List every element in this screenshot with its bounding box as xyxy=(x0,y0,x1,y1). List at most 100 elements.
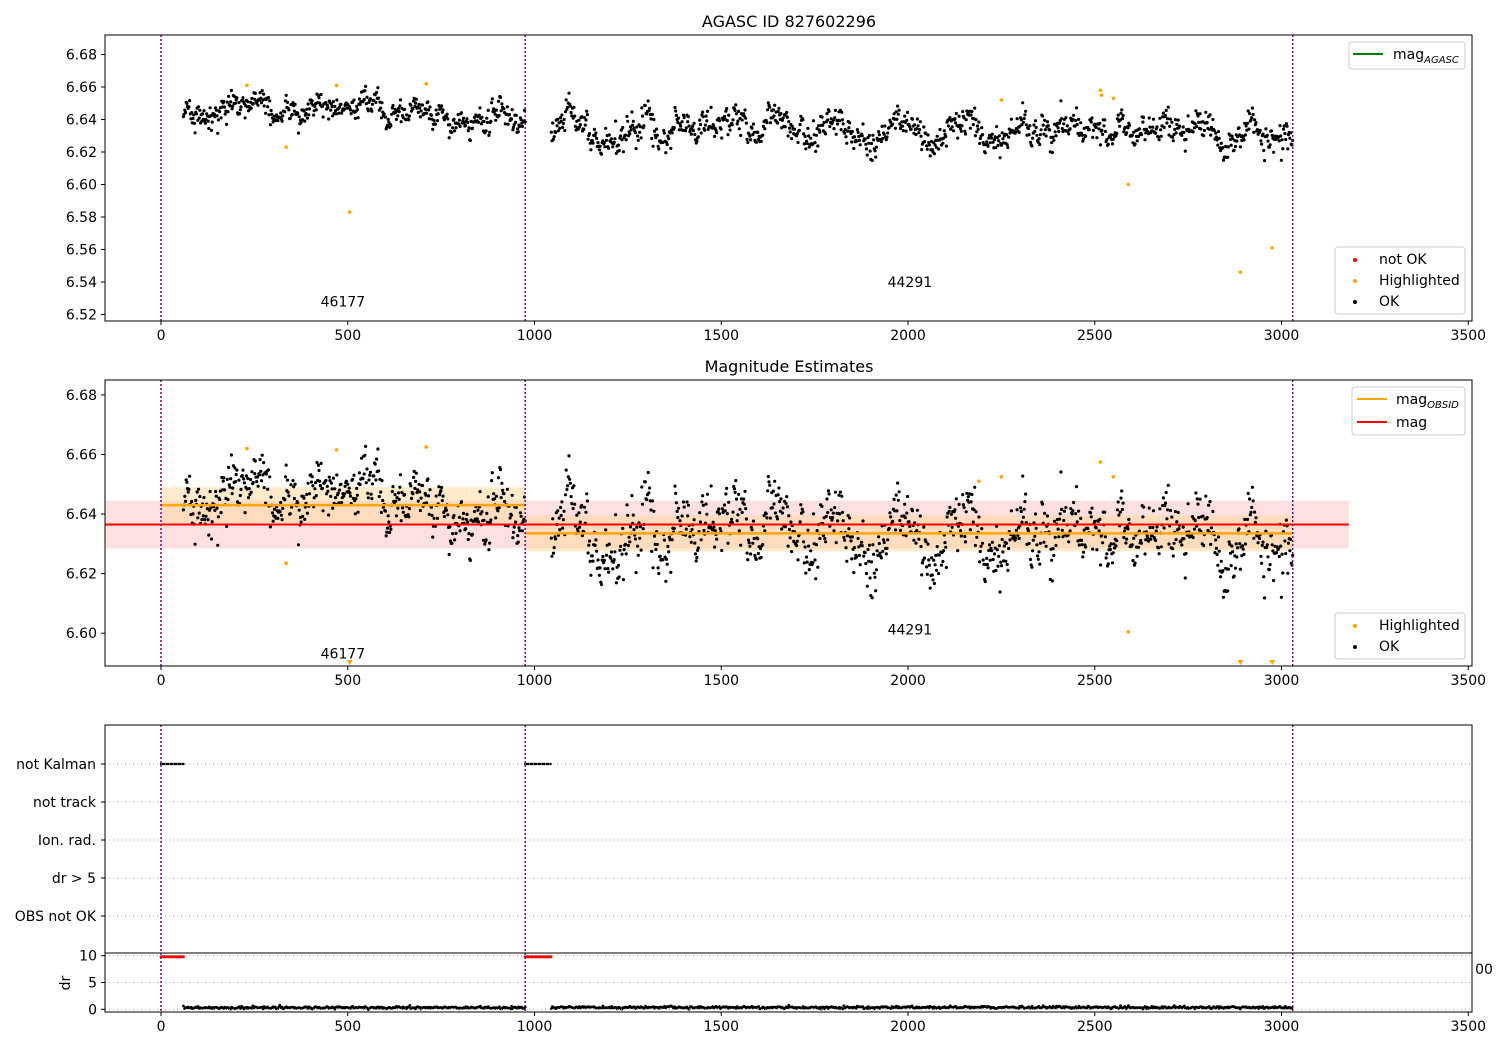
magnitude-ok-point xyxy=(734,497,739,501)
magnitude-ok-point xyxy=(711,520,715,524)
agasc-ok-point xyxy=(604,138,609,142)
magnitude-ok-point xyxy=(1111,551,1115,555)
agasc-ok-point xyxy=(1057,129,1061,134)
magnitude-ok-point xyxy=(754,557,758,562)
magnitude-ok-point xyxy=(667,535,672,539)
agasc-ok-point xyxy=(864,142,868,146)
magnitude-ok-point xyxy=(1052,519,1057,523)
agasc-ok-point xyxy=(595,136,599,140)
magnitude-ok-point xyxy=(664,557,669,561)
agasc-ok-point xyxy=(1139,133,1144,137)
agasc-ok-point xyxy=(1050,150,1054,155)
magnitude-ok-point xyxy=(704,502,708,506)
agasc-ok-point xyxy=(1006,145,1010,150)
agasc-ok-point xyxy=(441,108,445,112)
agasc-ok-point xyxy=(1038,133,1042,137)
agasc-ok-point xyxy=(642,124,646,128)
magnitude-ok-point xyxy=(898,528,903,533)
magnitude-ok-point xyxy=(315,460,319,465)
agasc-ok-point xyxy=(864,147,869,151)
agasc-xtick-label-4: 2000 xyxy=(890,328,926,344)
magnitude-ok-point xyxy=(813,558,817,562)
magnitude-ok-point xyxy=(624,552,628,556)
magnitude-ok-point xyxy=(1214,538,1218,542)
magnitude-ok-point xyxy=(186,490,190,494)
agasc-ok-point xyxy=(629,128,633,132)
agasc-ok-point xyxy=(887,126,891,130)
magnitude-ok-point xyxy=(631,513,635,517)
agasc-ok-point xyxy=(1098,143,1103,147)
agasc-ok-point xyxy=(379,116,383,120)
magnitude-ok-point xyxy=(355,493,359,497)
agasc-ok-point xyxy=(898,126,903,131)
agasc-ok-point xyxy=(715,131,719,135)
dr-point xyxy=(278,1003,282,1007)
magnitude-ok-point xyxy=(554,537,558,541)
magnitude-ok-point xyxy=(664,579,668,583)
magnitude-ok-point xyxy=(1154,529,1158,533)
magnitude-ok-point xyxy=(517,526,521,530)
magnitude-ok-point xyxy=(1038,562,1042,566)
agasc-ok-point xyxy=(910,117,915,121)
agasc-ok-point xyxy=(198,108,202,112)
agasc-ok-point xyxy=(877,133,881,137)
agasc-ok-point xyxy=(995,136,999,140)
magnitude-ok-point xyxy=(314,481,318,485)
agasc-ok-point xyxy=(997,134,1002,138)
agasc-ok-point xyxy=(813,141,817,145)
magnitude-ok-point xyxy=(634,571,638,575)
agasc-ok-point xyxy=(1062,122,1066,126)
magnitude-ok-point xyxy=(856,536,860,541)
magnitude-ok-point xyxy=(1199,529,1203,533)
magnitude-ok-point xyxy=(299,520,303,524)
magnitude-ok-point xyxy=(510,493,514,497)
agasc-ok-point xyxy=(1091,135,1095,139)
dr-points xyxy=(159,955,1294,1011)
magnitude-ok-point xyxy=(997,544,1002,548)
agasc-ok-point xyxy=(704,114,708,118)
magnitude-ok-point xyxy=(591,559,595,563)
magnitude-ok-point xyxy=(225,477,229,481)
magnitude-ok-point xyxy=(214,489,218,494)
agasc-ok-point xyxy=(432,118,436,123)
agasc-ok-point xyxy=(337,111,341,115)
magnitude-ok-point xyxy=(556,509,560,513)
magnitude-ok-point xyxy=(1250,505,1254,510)
agasc-ok-point xyxy=(959,129,963,133)
magnitude-ok-point xyxy=(278,510,282,514)
magnitude-ok-point xyxy=(336,491,340,495)
magnitude-ok-point xyxy=(1036,554,1040,558)
agasc-ok-point xyxy=(908,125,912,129)
agasc-ok-point xyxy=(915,117,920,121)
magnitude-ok-point xyxy=(438,493,442,497)
magnitude-ok-point xyxy=(241,468,245,472)
magnitude-ok-point xyxy=(214,494,218,498)
agasc-ok-point xyxy=(552,135,556,139)
agasc-ok-point xyxy=(302,109,306,113)
magnitude-ok-point xyxy=(1137,545,1141,549)
magnitude-ok-point xyxy=(190,499,194,504)
magnitude-ok-point xyxy=(333,496,338,500)
magnitude-ok-point xyxy=(414,471,418,475)
agasc-ok-point xyxy=(457,118,461,122)
agasc-ok-point xyxy=(249,106,253,110)
svg-text:magAGASC: magAGASC xyxy=(1393,47,1459,66)
magnitude-ok-point xyxy=(319,461,323,465)
magnitude-ok-point xyxy=(511,530,516,535)
magnitude-ok-point xyxy=(407,515,411,519)
agasc-ok-point xyxy=(625,114,629,118)
magnitude-ok-point xyxy=(470,532,474,536)
magnitude-ok-point xyxy=(814,543,819,547)
magnitude-ok-point xyxy=(878,551,882,555)
magnitude-ok-point xyxy=(1250,485,1254,489)
magnitude-ok-point xyxy=(1070,512,1074,516)
magnitude-ok-point xyxy=(559,513,563,518)
agasc-highlighted-point-4 xyxy=(424,81,429,86)
agasc-ok-point xyxy=(279,111,283,115)
agasc-ok-point xyxy=(749,138,753,142)
magnitude-highlighted-point-4 xyxy=(977,479,981,484)
magnitude-ok-point xyxy=(849,539,853,543)
magnitude-ok-point xyxy=(1253,520,1257,524)
magnitude-ok-point xyxy=(1181,525,1185,529)
agasc-ok-point xyxy=(258,91,262,95)
